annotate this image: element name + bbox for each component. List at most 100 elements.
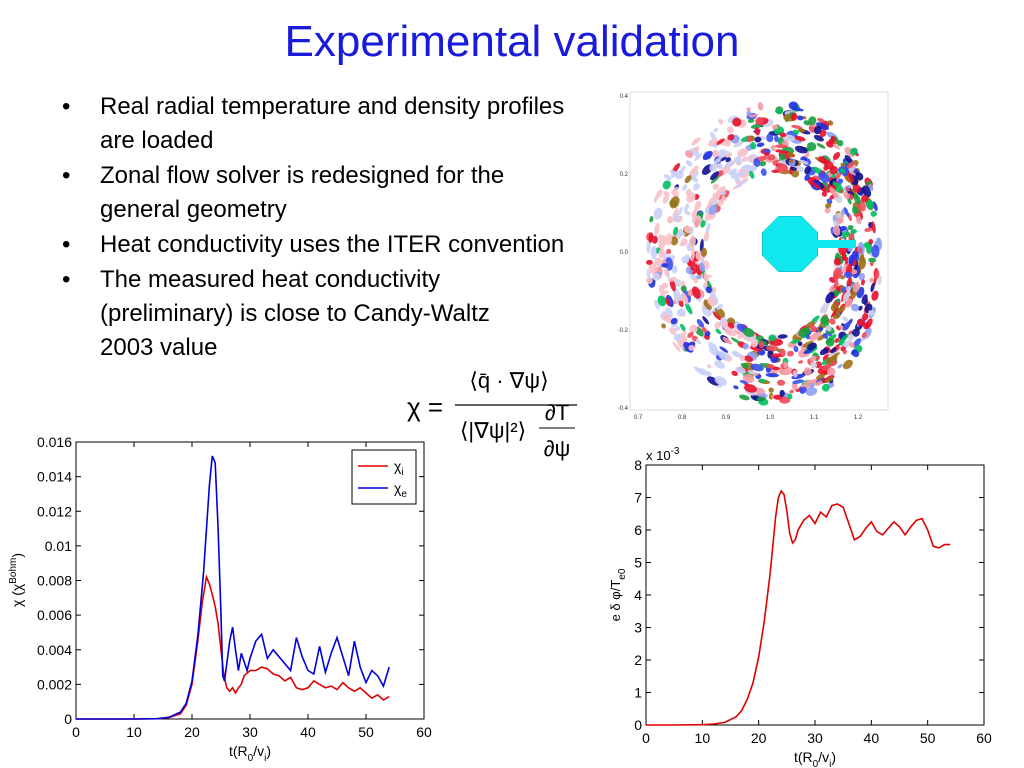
turbulence-blob bbox=[806, 142, 817, 151]
turbulence-blob bbox=[739, 380, 748, 384]
turbulence-blob bbox=[702, 316, 710, 325]
turbulence-blob bbox=[709, 346, 720, 356]
turbulence-blob bbox=[658, 285, 665, 297]
y-tick-label: 7 bbox=[634, 490, 642, 506]
turbulence-blob bbox=[665, 297, 671, 307]
y-tick-label: 0.006 bbox=[37, 607, 72, 623]
turbulence-blob bbox=[709, 163, 718, 172]
turbulence-blob bbox=[747, 118, 755, 123]
turbulence-blob bbox=[868, 239, 874, 245]
turbulence-blob bbox=[829, 166, 838, 175]
turbulence-blob bbox=[685, 150, 693, 159]
turbulence-blob bbox=[750, 363, 764, 372]
turbulence-blob bbox=[707, 196, 718, 208]
turbulence-blob bbox=[733, 171, 746, 179]
series-line bbox=[646, 489, 951, 726]
turbulence-blob bbox=[847, 161, 855, 169]
turbulence-blob bbox=[839, 274, 845, 280]
turbulence-blob bbox=[824, 207, 831, 214]
x-tick-label: 60 bbox=[976, 730, 992, 746]
turbulence-blob bbox=[672, 207, 679, 221]
turbulence-blob bbox=[749, 346, 763, 352]
turbulence-blob bbox=[706, 364, 712, 369]
y-tick-label: 0.008 bbox=[37, 573, 72, 589]
turbulence-blob bbox=[810, 361, 818, 369]
contour-x-tick-label: 0.9 bbox=[722, 415, 731, 421]
turbulence-blob bbox=[646, 259, 653, 265]
turbulence-blob bbox=[837, 178, 844, 184]
turbulence-blob bbox=[716, 303, 723, 310]
turbulence-blob bbox=[817, 117, 825, 123]
turbulence-blob bbox=[816, 143, 826, 149]
turbulence-blob bbox=[826, 367, 836, 377]
turbulence-blob bbox=[864, 298, 868, 306]
turbulence-blob bbox=[649, 216, 654, 223]
turbulence-blob bbox=[702, 150, 713, 161]
turbulence-blob bbox=[712, 310, 722, 321]
turbulence-blob bbox=[735, 366, 746, 375]
turbulence-blob bbox=[804, 173, 810, 181]
turbulence-blob bbox=[788, 158, 794, 164]
turbulence-blob bbox=[765, 372, 779, 378]
turbulence-blob bbox=[798, 360, 804, 364]
bullet-text: Real radial temperature and density prof… bbox=[100, 93, 565, 154]
turbulence-blob bbox=[712, 149, 718, 155]
turbulence-blob bbox=[877, 275, 882, 286]
y-tick-label: 8 bbox=[634, 457, 642, 473]
turbulence-blob bbox=[821, 363, 832, 371]
x-axis-label: t(R0/vi) bbox=[794, 749, 836, 768]
turbulence-blob bbox=[770, 353, 782, 358]
turbulence-blob bbox=[665, 233, 673, 246]
turbulence-blob bbox=[833, 257, 842, 266]
turbulence-blob bbox=[746, 107, 751, 112]
turbulence-blob bbox=[805, 387, 818, 396]
turbulence-blob bbox=[683, 203, 690, 213]
turbulence-blob bbox=[836, 298, 841, 303]
legend-label: χe bbox=[394, 480, 407, 500]
turbulence-blob bbox=[771, 124, 779, 130]
x-tick-label: 50 bbox=[920, 730, 936, 746]
turbulence-blob bbox=[696, 338, 702, 345]
contour-y-tick-label: −0.2 bbox=[618, 328, 629, 334]
bullet-item: • Heat conductivity uses the ITER convent… bbox=[62, 228, 582, 262]
turbulence-blob bbox=[842, 316, 849, 322]
turbulence-blob bbox=[719, 346, 729, 353]
turbulence-blob bbox=[819, 347, 829, 356]
turbulence-blob bbox=[863, 322, 870, 330]
turbulence-blob bbox=[779, 153, 786, 162]
turbulence-blob bbox=[791, 124, 803, 130]
turbulence-blob bbox=[757, 396, 765, 402]
turbulence-blob bbox=[760, 168, 767, 176]
turbulence-blob bbox=[705, 222, 711, 234]
turbulence-blob bbox=[840, 305, 846, 312]
turbulence-blob bbox=[693, 146, 700, 152]
turbulence-blob bbox=[836, 217, 844, 224]
turbulence-blob bbox=[850, 229, 857, 234]
bullet-dot: • bbox=[62, 266, 71, 293]
turbulence-blob bbox=[749, 170, 755, 179]
turbulence-blob bbox=[844, 155, 854, 164]
x-tick-label: 30 bbox=[807, 730, 823, 746]
turbulence-blob bbox=[871, 221, 876, 234]
turbulence-blob bbox=[829, 318, 836, 325]
turbulence-blob bbox=[705, 286, 712, 294]
turbulence-blob bbox=[793, 345, 799, 353]
contour-x-tick-label: 1.0 bbox=[766, 415, 775, 421]
turbulence-blob bbox=[689, 235, 696, 249]
turbulence-blob bbox=[710, 174, 721, 184]
turbulence-blob bbox=[678, 215, 683, 222]
formula-numerator: ⟨q̄ · ∇ψ⟩ bbox=[469, 368, 548, 393]
turbulence-blob bbox=[856, 216, 862, 225]
turbulence-blob bbox=[656, 189, 663, 198]
turbulence-blob bbox=[750, 339, 759, 348]
core-channel bbox=[816, 240, 856, 248]
turbulence-blob bbox=[803, 367, 812, 376]
turbulence-blob bbox=[814, 380, 824, 386]
turbulence-blob bbox=[768, 387, 774, 393]
turbulence-blob bbox=[837, 363, 843, 369]
contour-x-tick-label: 0.8 bbox=[678, 415, 687, 421]
turbulence-blob bbox=[847, 224, 854, 231]
turbulence-blob bbox=[679, 241, 686, 247]
turbulence-contour-plot: 0.4 0.2 0.0 −0.2 −0.4 0.7 0.8 0.9 1.0 1.1 1.2 bbox=[618, 91, 889, 421]
turbulence-blob bbox=[742, 343, 750, 350]
